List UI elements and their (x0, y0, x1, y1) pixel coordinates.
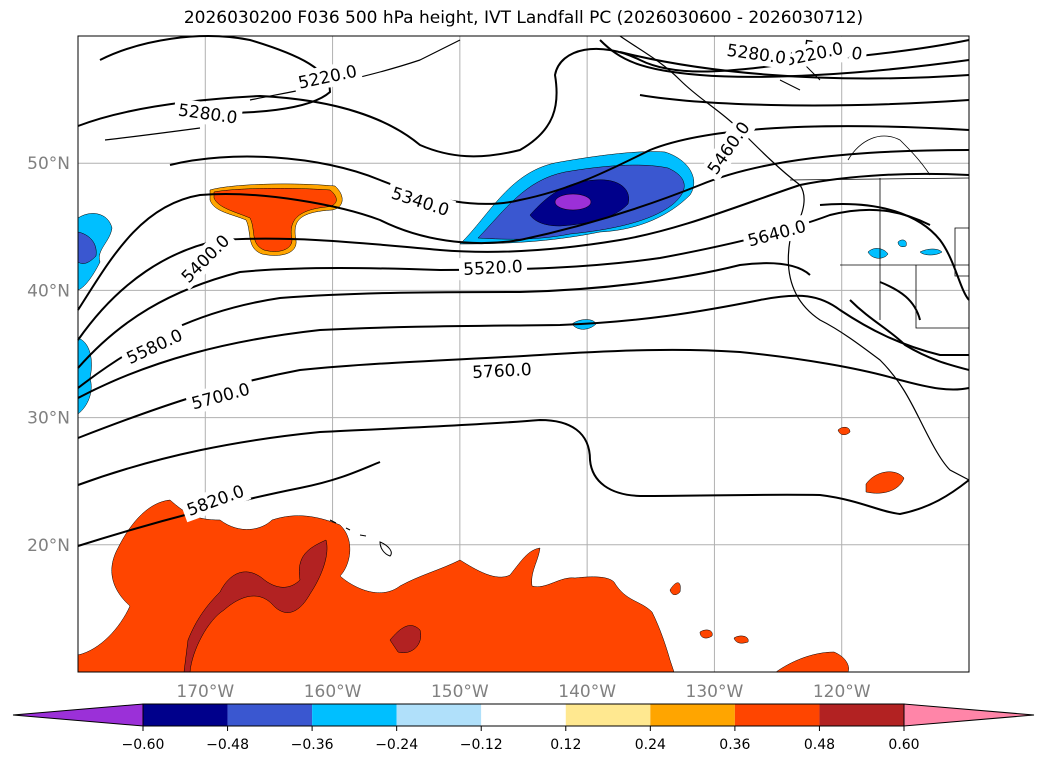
contour-label-bg (173, 226, 238, 291)
colorbar-segment (819, 704, 904, 726)
colorbar-tick-label: 0.60 (888, 737, 919, 753)
lon-tick-label: 150°W (431, 682, 489, 702)
coastline (104, 127, 201, 141)
lat-tick-label: 20°N (27, 536, 70, 556)
coastline (789, 177, 970, 181)
contour-label: 5340.0 (389, 184, 452, 221)
contour-label: 5820.0 (184, 482, 247, 521)
lon-tick-label: 120°W (813, 682, 871, 702)
contour-label: 5400.0 (178, 231, 234, 287)
height-contour (77, 149, 970, 311)
colorbar-outline (142, 703, 905, 727)
contour-label-bg (721, 38, 792, 70)
height-contour (819, 203, 970, 301)
contour-label-bg (741, 213, 813, 253)
lon-tick-labels: 170°W 160°W 150°W 140°W 130°W 120°W (176, 682, 870, 702)
colorbar-tick-label: −0.60 (122, 737, 165, 753)
ivt-negative-region (867, 248, 889, 259)
colorbar-segment (734, 704, 820, 726)
contour-label: 5580.0 (124, 326, 186, 369)
contour-label: 5760.0 (472, 360, 532, 383)
colorbar-extend-high (903, 703, 1035, 727)
colorbar-segment (650, 704, 735, 726)
coastline (847, 135, 931, 176)
map-frame (77, 35, 970, 673)
lat-tick-labels: 50°N 40°N 30°N 20°N (27, 154, 70, 556)
contour-label-bg (118, 322, 190, 371)
lat-tick-label: 40°N (27, 281, 70, 301)
ivt-positive-region (669, 582, 681, 595)
contour-label: 5280.0 (177, 101, 239, 129)
contour-label: 5220.0 (783, 39, 845, 71)
colorbar-tick-label: 0.12 (550, 737, 581, 753)
height-contour (639, 94, 970, 107)
contour-label: 5280.0 (725, 41, 787, 69)
contour-label-bg (291, 58, 364, 95)
colorbar-tick-label: −0.24 (375, 737, 418, 753)
colorbar-segment (481, 704, 566, 726)
height-contour (619, 51, 970, 80)
coastline (329, 519, 367, 537)
lon-tick-label: 160°W (304, 682, 362, 702)
lon-tick-label: 140°W (558, 682, 616, 702)
height-contour (879, 281, 921, 321)
ivt-positive-region (865, 471, 905, 494)
colorbar-segment (396, 704, 482, 726)
ivt-positive-region (183, 539, 328, 673)
colorbar-tick-label: −0.12 (460, 737, 503, 753)
colorbar-tick-label: −0.36 (291, 737, 334, 753)
colorbar-segment (143, 704, 228, 726)
contour-label-bg (172, 97, 244, 130)
coastline (954, 227, 970, 277)
ivt-negative-region (77, 337, 92, 415)
colorbar-tick-label: 0.36 (719, 737, 750, 753)
contour-label-bg (179, 478, 252, 523)
contour-label-bg (699, 113, 757, 183)
lon-tick-label: 170°W (176, 682, 234, 702)
ivt-positive-region (775, 651, 849, 673)
ivt-negative-region (77, 231, 97, 264)
ivt-negative-region (919, 248, 943, 256)
contour-labels: 5160.05220.05220.05280.05280.05340.05400… (118, 34, 869, 523)
coastline (249, 39, 461, 101)
coastline (379, 541, 392, 557)
coastline (915, 265, 969, 329)
colorbar: −0.60 −0.48 −0.36 −0.24 −0.12 0.12 0.24 0.36 0.4… (12, 703, 1035, 753)
colorbar-extend-low (12, 703, 144, 727)
ivt-negative-region (897, 239, 907, 248)
colorbar-tick-label: 0.24 (635, 737, 666, 753)
ivt-positive-region (77, 499, 675, 673)
height-contour (77, 172, 970, 341)
lon-tick-label: 130°W (686, 682, 744, 702)
contour-label-bg (458, 254, 528, 281)
map-title: 2026030200 F036 500 hPa height, IVT Land… (183, 8, 864, 28)
height-contour (99, 35, 332, 114)
lat-tick-label: 50°N (27, 154, 70, 174)
contour-label: 5520.0 (463, 257, 523, 280)
height-contour (77, 294, 969, 399)
ivt-shading (77, 151, 943, 673)
lat-tick-label: 30°N (27, 409, 70, 429)
contour-label: 5220.0 (297, 62, 359, 94)
ivt-positive-region (389, 625, 422, 654)
ivt-negative-core (554, 193, 592, 211)
colorbar-segment (227, 704, 313, 726)
ivt-positive-region (837, 427, 851, 435)
contour-label-bg (184, 376, 257, 416)
colorbar-segment (565, 704, 651, 726)
colorbar-segment (312, 704, 397, 726)
colorbar-tick-label: 0.48 (804, 737, 835, 753)
ivt-positive-region (733, 635, 749, 644)
height-contour (599, 39, 970, 78)
height-contour (77, 262, 811, 389)
contour-label-bg (384, 180, 457, 223)
height-contour (77, 461, 381, 547)
contour-label-bg (467, 357, 537, 384)
colorbar-tick-label: −0.48 (206, 737, 249, 753)
height-contour (77, 418, 970, 516)
height-contour (849, 299, 970, 371)
ivt-positive-region (699, 629, 713, 639)
contour-label-bg (778, 35, 850, 72)
